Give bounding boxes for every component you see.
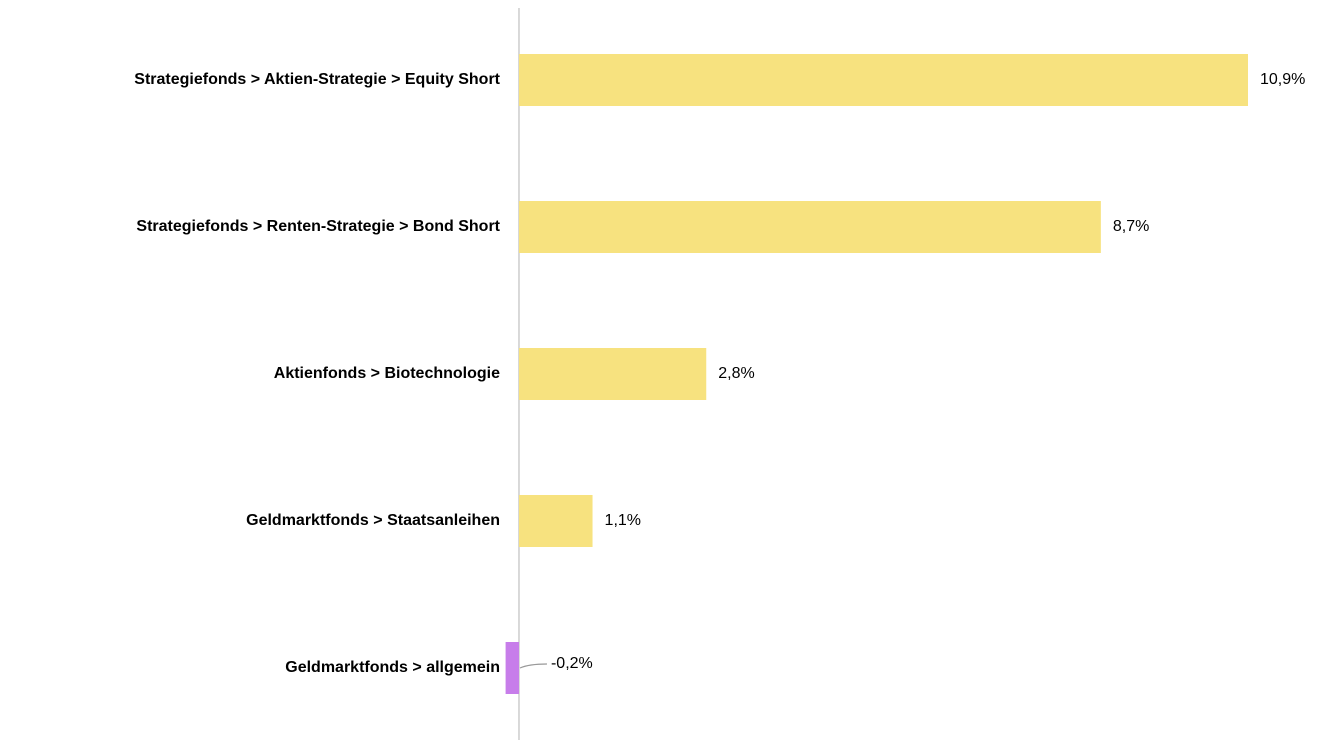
category-label: Strategiefonds > Aktien-Strategie > Equi…	[134, 71, 500, 88]
bar	[518, 348, 707, 400]
bar	[518, 54, 1248, 106]
value-label: -0,2%	[551, 655, 593, 672]
category-label: Geldmarktfonds > allgemein	[285, 659, 500, 676]
bar	[518, 495, 593, 547]
bar	[518, 201, 1101, 253]
bar	[505, 642, 519, 694]
leader-line	[519, 663, 547, 669]
value-label: 10,9%	[1260, 71, 1305, 88]
value-label: 1,1%	[605, 512, 641, 529]
category-label: Geldmarktfonds > Staatsanleihen	[246, 512, 500, 529]
value-label: 2,8%	[718, 365, 754, 382]
category-label: Aktienfonds > Biotechnologie	[274, 365, 500, 382]
value-label: 8,7%	[1113, 218, 1149, 235]
category-label: Strategiefonds > Renten-Strategie > Bond…	[136, 218, 500, 235]
